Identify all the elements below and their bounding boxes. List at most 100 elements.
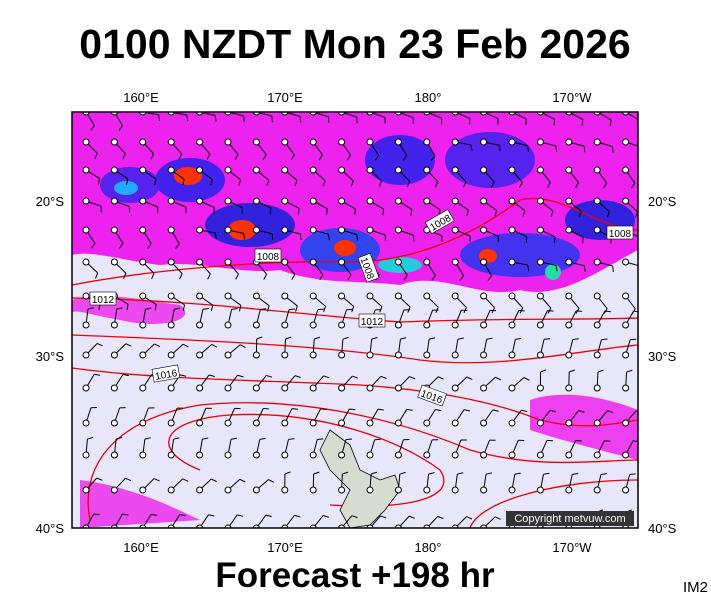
station <box>139 419 147 427</box>
station <box>196 138 204 146</box>
barb-feather <box>572 472 579 475</box>
barb-feather <box>214 232 217 239</box>
barb-feather <box>546 182 551 188</box>
lon-label-bottom: 160°E <box>123 540 159 555</box>
station <box>82 138 90 146</box>
station <box>565 292 573 300</box>
barb-feather <box>208 514 215 517</box>
barb-feather <box>572 338 579 340</box>
station <box>622 166 630 174</box>
station <box>508 292 516 300</box>
isobar-label-box <box>254 248 282 263</box>
station <box>196 292 204 300</box>
station <box>82 486 90 494</box>
station <box>338 351 346 359</box>
barb-feather <box>116 307 123 310</box>
station <box>309 258 317 266</box>
station <box>338 138 346 146</box>
station <box>565 351 573 359</box>
station <box>366 138 374 146</box>
forecast-label: Forecast +198 hr <box>215 556 495 595</box>
station <box>82 351 90 359</box>
barb-feather <box>540 369 547 373</box>
isobar-label: 1012 <box>89 291 117 306</box>
station <box>167 451 175 459</box>
barb-feather <box>318 154 323 161</box>
barb-feather <box>153 478 160 482</box>
station <box>536 419 544 427</box>
station <box>565 166 573 174</box>
station <box>309 419 317 427</box>
station <box>536 351 544 359</box>
station <box>224 292 232 300</box>
barb-feather <box>262 154 267 161</box>
barb-feather <box>182 304 186 311</box>
station <box>110 258 118 266</box>
lon-label-top: 170°W <box>552 90 592 105</box>
barb-feather <box>581 119 584 126</box>
station <box>309 226 317 234</box>
barb-feather <box>206 153 211 160</box>
station <box>480 451 488 459</box>
barb-feather <box>96 343 103 347</box>
station <box>110 166 118 174</box>
barb-feather <box>158 114 161 121</box>
station <box>423 166 431 174</box>
isobar-label-box <box>417 384 447 407</box>
station <box>196 419 204 427</box>
station <box>82 321 90 329</box>
station <box>366 226 374 234</box>
barb-feather <box>402 155 408 161</box>
station <box>451 292 459 300</box>
barb-feather <box>346 154 352 161</box>
station <box>508 197 516 205</box>
barb-feather <box>238 305 242 312</box>
lat-label-left: 30°S <box>36 349 65 364</box>
station <box>167 419 175 427</box>
station <box>338 486 346 494</box>
station <box>139 197 147 205</box>
station <box>167 384 175 392</box>
barb-feather <box>639 238 640 244</box>
station <box>196 384 204 392</box>
barb-feather <box>498 145 501 152</box>
barb-feather <box>490 181 495 188</box>
station <box>622 419 630 427</box>
lon-label-top: 170°E <box>267 90 303 105</box>
station <box>82 419 90 427</box>
barb-feather <box>462 181 467 188</box>
barb-feather <box>126 304 129 311</box>
station <box>338 384 346 392</box>
barb-feather <box>547 310 554 312</box>
barb-feather <box>174 307 181 310</box>
barb-feather <box>578 409 585 413</box>
title: 0100 NZDT Mon 23 Feb 2026 <box>79 21 630 67</box>
barb-feather <box>294 514 301 518</box>
station <box>338 321 346 329</box>
lat-label-right: 20°S <box>648 194 677 209</box>
isobar-label: 1016 <box>151 364 181 383</box>
isobar-label-text: 1012 <box>361 317 384 328</box>
station <box>593 486 601 494</box>
barb-feather <box>95 272 99 279</box>
station <box>565 321 573 329</box>
lon-label-bottom: 170°W <box>552 540 592 555</box>
station <box>536 226 544 234</box>
station <box>167 226 175 234</box>
station <box>451 197 459 205</box>
station <box>565 419 573 427</box>
station <box>451 138 459 146</box>
barb-feather <box>126 178 129 185</box>
barb-feather <box>173 437 180 440</box>
barb-feather <box>576 310 583 312</box>
barb-feather <box>210 305 214 312</box>
barb-feather <box>151 273 155 280</box>
station <box>309 166 317 174</box>
station <box>622 351 630 359</box>
barb-feather <box>406 408 413 411</box>
station <box>536 258 544 266</box>
isobar-label-box <box>357 253 380 283</box>
barb-feather <box>237 514 244 517</box>
barb-feather <box>349 408 356 411</box>
barb-feather <box>182 478 189 482</box>
